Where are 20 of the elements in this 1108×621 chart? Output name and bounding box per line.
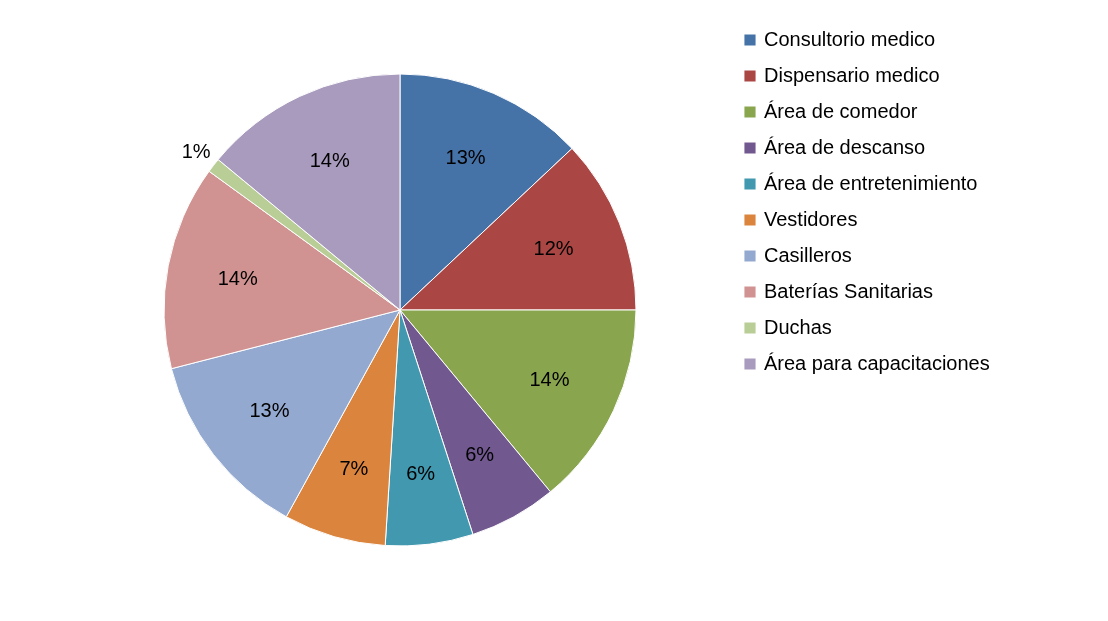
legend-label: Área de descanso (764, 136, 926, 158)
legend-label: Área de entretenimiento (764, 172, 978, 194)
data-label: 14% (309, 148, 350, 171)
legend-label: Duchas (764, 316, 832, 338)
data-label: 6% (406, 461, 436, 484)
legend-label: Área para capacitaciones (764, 352, 990, 374)
data-label: 13% (249, 399, 290, 422)
data-label: 1% (181, 139, 211, 162)
data-label: 6% (465, 442, 495, 465)
legend-label: Área de comedor (764, 100, 918, 122)
data-label: 7% (339, 456, 369, 479)
data-label: 14% (529, 368, 570, 391)
data-label: 13% (445, 146, 486, 169)
data-label: 12% (533, 237, 574, 260)
legend-label: Baterías Sanitarias (764, 280, 933, 302)
legend-label: Vestidores (764, 208, 858, 230)
legend-label: Consultorio medico (764, 28, 936, 50)
legend-label: Casilleros (764, 244, 852, 266)
data-label: 14% (217, 267, 258, 290)
legend-label: Dispensario medico (764, 64, 940, 86)
